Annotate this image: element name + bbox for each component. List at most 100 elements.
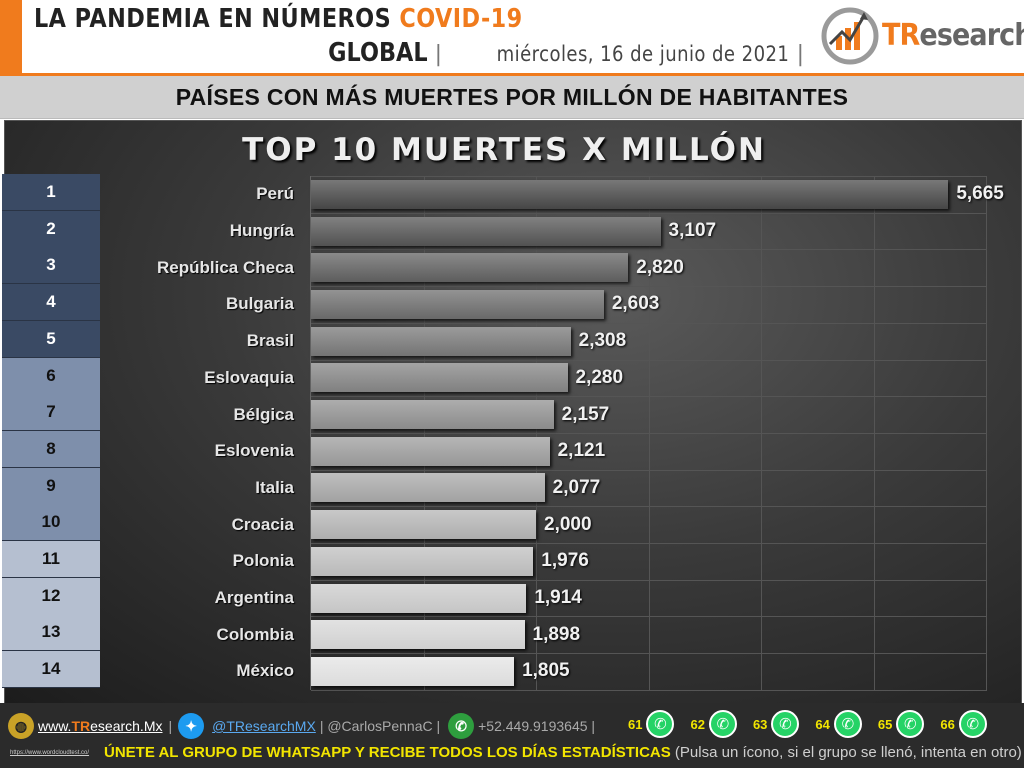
bar [311,436,550,466]
scope-label: GLOBAL [328,38,428,68]
whatsapp-group-number: 63 [752,716,768,732]
tresearch-logo-icon[interactable] [816,2,1024,72]
whatsapp-group-number: 65 [877,716,893,732]
bar [311,510,536,540]
data-label: 1,914 [534,587,582,609]
horizontal-gridline [311,286,987,288]
header-accent-tab [0,0,22,74]
bar [311,620,525,650]
data-label: 2,820 [636,256,684,278]
data-label: 5,665 [956,183,1004,205]
bar [311,546,534,576]
whatsapp-icon[interactable]: ✆ [958,710,987,738]
rank-cell: 10 [2,504,100,542]
tiny-url[interactable]: https://www.wordcloudtest.co/ [10,750,90,756]
category-label: Bélgica [233,404,294,424]
category-label: Brasil [246,331,294,351]
phone-number: +52.449.9193645 | [478,718,596,734]
rank-cell: 14 [2,651,100,689]
whatsapp-group-number: 62 [690,716,705,732]
bar [311,253,629,283]
date-label: miércoles, 16 de junio de 2021 [496,42,790,66]
page-title: LA PANDEMIA EN NÚMEROS COVID-19 [34,4,523,34]
whatsapp-icon[interactable]: ✆ [896,710,925,738]
bar [311,400,554,430]
horizontal-gridline [311,653,987,655]
horizontal-gridline [311,322,987,324]
whatsapp-group-number: 64 [815,716,830,732]
twitter-link[interactable]: @TResearchMX [212,718,316,734]
bar [311,656,515,686]
category-label: Eslovenia [214,441,294,461]
horizontal-gridline [311,579,987,581]
category-label: Italia [255,477,294,497]
horizontal-gridline [311,616,987,618]
data-label: 2,000 [544,513,592,535]
category-label: Perú [256,184,294,204]
globe-icon: ◍ [8,713,34,739]
twitter-icon[interactable]: ✦ [178,713,205,739]
rank-cell: 7 [2,394,100,432]
category-label: Colombia [216,624,294,644]
data-label: 2,603 [611,293,660,315]
header-divider [0,73,1024,76]
website-link[interactable]: www.TResearch.Mx [38,718,163,734]
chart-grid [310,176,987,691]
separator: | [168,718,173,734]
cta-main: ÚNETE AL GRUPO DE WHATSAPP Y RECIBE TODO… [104,744,671,761]
author-handle[interactable]: | @CarlosPennaC | [319,718,441,734]
bar [311,326,571,356]
bar [311,216,661,246]
cta-note: (Pulsa un ícono, si el grupo se llenó, i… [674,744,1022,761]
footer-links: ◍ www.TResearch.Mx | ✦ @TResearchMX | @C… [8,711,595,741]
rank-cell: 13 [2,614,100,652]
category-label: Eslovaquia [204,367,294,387]
rank-cell: 12 [2,577,100,615]
data-label: 2,157 [561,403,610,425]
category-label: Hungría [229,221,294,241]
chart-subtitle: PAÍSES CON MÁS MUERTES POR MILLÓN DE HAB… [175,84,849,110]
chart-title: TOP 10 MUERTES X MILLÓN [242,132,766,168]
category-label: Croacia [231,514,294,534]
separator: | [796,42,804,67]
data-label: 1,898 [532,623,581,645]
header-subline: GLOBAL | miércoles, 16 de junio de 2021 … [312,38,806,68]
bar [311,289,604,319]
bar [311,583,527,613]
whatsapp-icon[interactable]: ✆ [771,710,800,738]
rank-cell: 3 [2,247,100,285]
category-label: Bulgaria [225,294,294,314]
bar [311,363,568,393]
horizontal-gridline [311,689,987,691]
bar [311,179,949,209]
horizontal-gridline [311,396,987,398]
horizontal-gridline [311,249,987,251]
category-label: Argentina [214,588,294,608]
logo-wordmark: TResearch [882,18,1024,53]
bar [311,473,545,503]
horizontal-gridline [311,432,987,434]
horizontal-gridline [311,176,987,177]
title-accent: COVID-19 [399,4,523,34]
separator: | [434,42,443,67]
category-label: República Checa [157,257,294,277]
whatsapp-group-number: 61 [628,716,643,732]
horizontal-gridline [311,212,987,214]
category-label: México [236,661,294,681]
title-main: LA PANDEMIA EN NÚMEROS [34,4,392,34]
rank-cell: 9 [2,467,100,505]
rank-cell: 6 [2,357,100,395]
data-label: 1,805 [522,660,570,682]
data-label: 2,121 [557,440,606,462]
rank-cell: 8 [2,430,100,468]
horizontal-gridline [311,469,987,471]
data-label: 2,280 [575,366,624,388]
whatsapp-icon[interactable]: ✆ [708,710,737,738]
rank-cell: 1 [2,174,100,211]
horizontal-gridline [311,506,987,508]
rank-cell: 4 [2,284,100,322]
data-label: 3,107 [668,220,717,242]
whatsapp-icon[interactable]: ✆ [646,710,675,738]
whatsapp-cta: ÚNETE AL GRUPO DE WHATSAPP Y RECIBE TODO… [104,744,1022,761]
whatsapp-icon[interactable]: ✆ [833,710,862,738]
